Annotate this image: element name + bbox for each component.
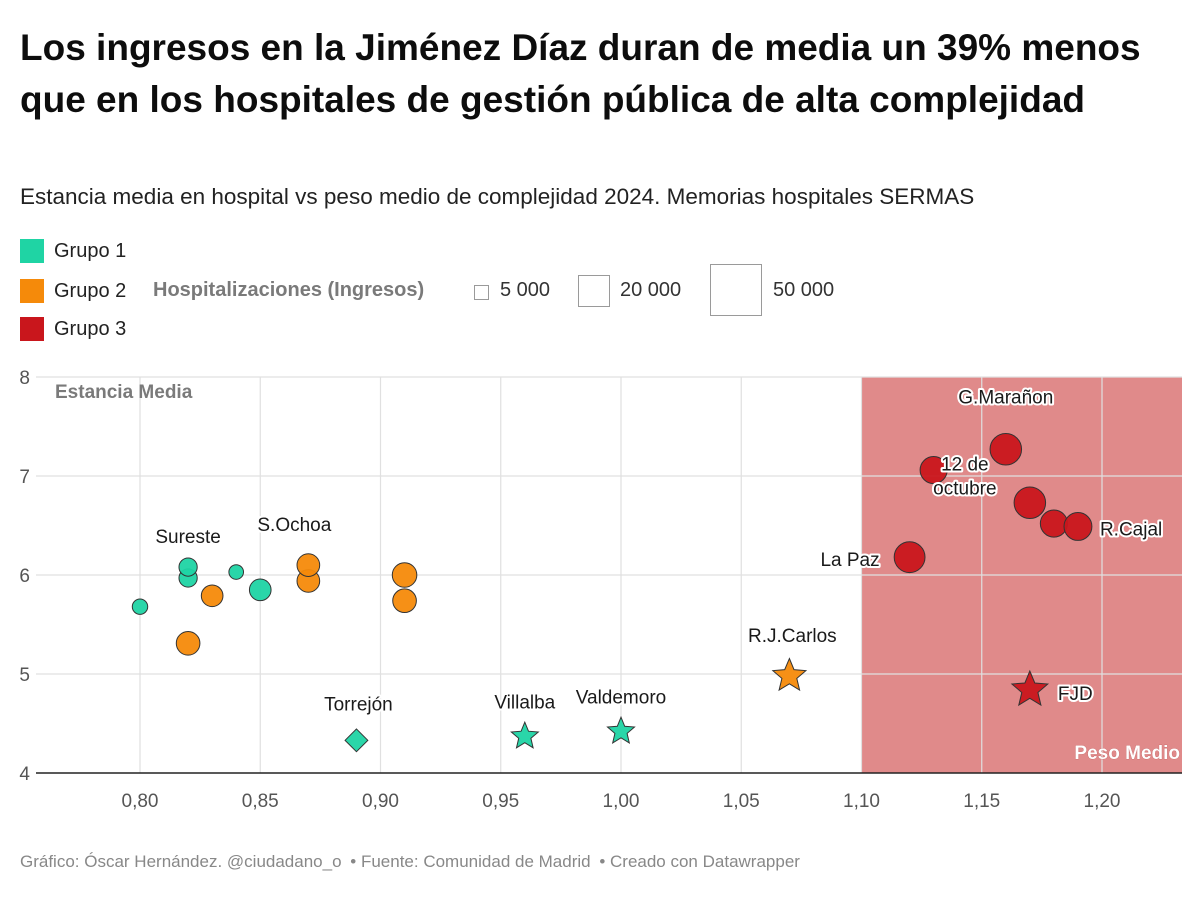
x-tick-label: 0,90: [362, 791, 399, 812]
12-de-octubre-label-line: octubre: [933, 479, 996, 500]
y-axis-title: Estancia Media: [55, 382, 193, 403]
x-tick-label: 1,20: [1084, 791, 1121, 812]
x-tick-label: 0,95: [482, 791, 519, 812]
legend-swatch-grupo-2: [20, 279, 44, 303]
la-paz-point: [893, 541, 926, 574]
s-ochoa-point: [296, 553, 321, 577]
legend-swatch-grupo-1: [20, 239, 44, 263]
chart-subtitle: Estancia media en hospital vs peso medio…: [20, 184, 975, 209]
x-tick-label: 1,00: [603, 791, 640, 812]
villalba-label: Villalba: [494, 692, 555, 713]
y-tick-label: 5: [19, 665, 30, 686]
s-ochoa-label: S.Ochoa: [257, 515, 331, 536]
g-maranon-point: [989, 433, 1023, 466]
group-2-5-point: [175, 630, 201, 656]
g-maranon-label: G.Marañon: [958, 387, 1053, 408]
x-tick-label: 1,15: [963, 791, 1000, 812]
x-tick-label: 1,10: [843, 791, 880, 812]
group-2-9-point: [391, 562, 418, 588]
legend-item-grupo-1: Grupo 1: [20, 238, 126, 264]
size-legend-box-small: [474, 285, 489, 300]
y-tick-label: 8: [19, 368, 30, 389]
villalba-point: [510, 720, 540, 749]
footer-tool: • Creado con Datawrapper: [599, 852, 800, 871]
12-de-octubre-point: [1013, 486, 1047, 519]
12-de-octubre-label: 12 de octubre: [933, 455, 996, 500]
r-cajal-label: R.Cajal: [1100, 519, 1162, 540]
r-cajal-point: [1063, 512, 1093, 541]
group-2-10-point: [392, 588, 417, 614]
12-de-octubre-label-line: 12 de: [941, 455, 989, 476]
legend-item-grupo-2: Grupo 2: [20, 278, 126, 304]
group-1-3-point: [228, 564, 245, 580]
group-3-15-point: [919, 456, 948, 485]
sureste-point: [178, 557, 198, 577]
chart-title: Los ingresos en la Jiménez Díaz duran de…: [20, 27, 1141, 120]
legend-label-grupo-1: Grupo 1: [54, 239, 127, 262]
r-j-carlos-label: R.J.Carlos: [748, 626, 837, 647]
size-legend-label-small: 5 000: [500, 279, 551, 301]
group-3-17-point: [1039, 509, 1068, 538]
legend-swatch-grupo-3: [20, 317, 44, 341]
torrejon-point: [344, 728, 369, 753]
x-tick-label: 0,85: [242, 791, 279, 812]
legend-label-grupo-2: Grupo 2: [54, 279, 127, 302]
size-legend-box-large: [710, 264, 762, 316]
r-j-carlos-point: [771, 657, 808, 692]
scatter-chart: 4 5 6 7 8 0,80 0,85 0,90 0,95 1,00 1,05 1,10 1,15 1,2…: [19, 368, 1182, 812]
size-legend-label-large: 50 000: [773, 279, 835, 301]
torrejon-label: Torrejón: [324, 694, 393, 715]
y-tick-label: 6: [19, 566, 30, 587]
fjd-point: [1010, 669, 1050, 707]
group-1-4-point: [248, 578, 272, 602]
fjd-label: FJD: [1058, 684, 1093, 705]
legend-item-grupo-3: Grupo 3: [20, 316, 126, 342]
x-axis-title: Peso Medio: [1074, 743, 1180, 764]
legend-label-grupo-3: Grupo 3: [54, 317, 127, 340]
footer-source: • Fuente: Comunidad de Madrid: [350, 852, 591, 871]
x-tick-label: 1,05: [723, 791, 760, 812]
footer-credit: Gráfico: Óscar Hernández. @ciudadano_o: [20, 852, 342, 871]
group-1-0-point: [131, 598, 149, 615]
y-tick-label: 7: [19, 467, 30, 488]
size-legend-label-medium: 20 000: [620, 279, 682, 301]
chart-footer: Gráfico: Óscar Hernández. @ciudadano_o •…: [20, 852, 804, 872]
size-legend-box-medium: [578, 275, 610, 307]
la-paz-label: La Paz: [820, 550, 879, 571]
sureste-label: Sureste: [155, 527, 220, 548]
valdemoro-point: [606, 715, 636, 744]
x-tick-label: 0,80: [122, 791, 159, 812]
valdemoro-label: Valdemoro: [576, 687, 666, 708]
y-tick-label: 4: [19, 764, 30, 785]
size-legend-title: Hospitalizaciones (Ingresos): [153, 279, 425, 301]
group-2-6-point: [200, 584, 224, 608]
